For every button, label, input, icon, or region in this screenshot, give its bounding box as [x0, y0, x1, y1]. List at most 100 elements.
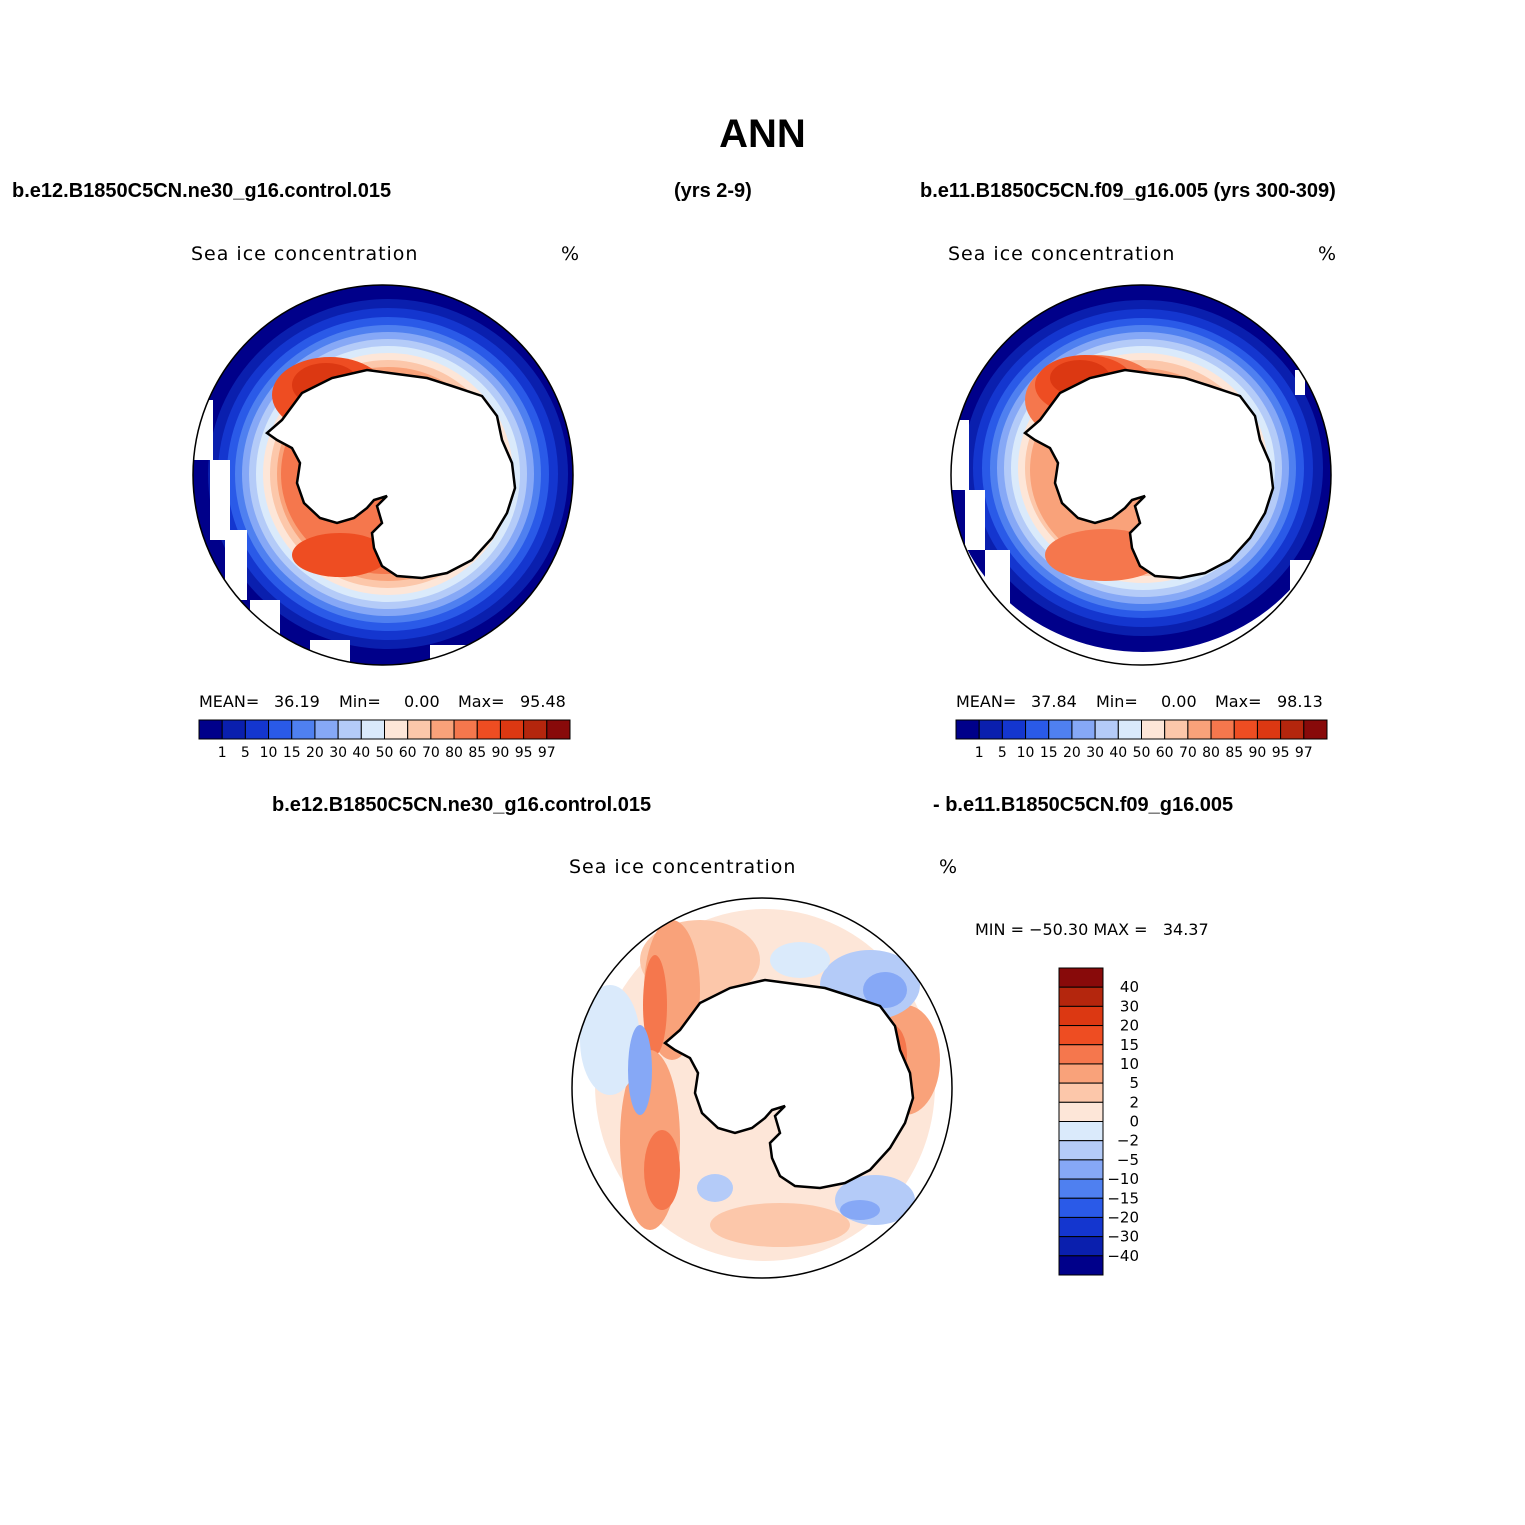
panel1-colorbar-tick-label: 60: [399, 745, 417, 761]
panel2-colorbar-tick-label: 20: [1063, 745, 1081, 761]
panel3-colorbar-tick-label: −15: [1107, 1189, 1139, 1207]
panel1-colorbar-swatch: [314, 719, 339, 740]
panel2-colorbar-swatch: [1001, 719, 1027, 740]
panel1-colorbar-tick-label: 40: [352, 745, 370, 761]
panel1-colorbar-swatch: [430, 719, 455, 740]
panel1-colorbar-tick-label: 90: [492, 745, 510, 761]
panel2-colorbar-swatch: [1164, 719, 1189, 740]
panel3-colorbar-swatch: [1058, 1044, 1104, 1065]
panel2-colorbar-tick-label: 80: [1202, 745, 1220, 761]
panel1-colorbar-swatch: [384, 719, 409, 740]
panel2-colorbar-swatch: [1187, 719, 1212, 740]
panel2-colorbar-tick-label: 5: [998, 745, 1007, 761]
panel1-colorbar-swatch: [221, 719, 246, 740]
panel1-colorbar-tick-label: 50: [376, 745, 394, 761]
panel2-colorbar-swatch: [978, 719, 1003, 740]
panel1-colorbar-swatch: [407, 719, 432, 740]
panel1-colorbar-tick-label: 5: [241, 745, 250, 761]
panel1-mean-label: MEAN=: [199, 692, 260, 711]
panel3-colorbar-swatch: [1058, 986, 1104, 1007]
panel2-colorbar-swatch: [1025, 719, 1050, 740]
panel3-colorbar-tick-label: 5: [1129, 1074, 1139, 1092]
panel2-colorbar-tick-label: 85: [1225, 745, 1243, 761]
panel2-colorbar-tick-label: 90: [1249, 745, 1267, 761]
panel1-map: [192, 284, 574, 666]
panel3-minmax: MIN = −50.30 MAX = 34.37: [975, 920, 1209, 939]
panel2-colorbar-swatch: [1141, 719, 1166, 740]
panel1-colorbar-swatch: [291, 719, 316, 740]
panel3-colorbar-swatch: [1058, 1140, 1104, 1161]
panel3-colorbar-swatch: [1058, 1178, 1104, 1199]
panel1-colorbar-tick-label: 20: [306, 745, 324, 761]
figure-title: ANN: [719, 112, 806, 156]
panel2-mean: 37.84: [1031, 692, 1077, 711]
panel3-colorbar-swatch: [1058, 1063, 1104, 1084]
panel1-colorbar-tick-label: 80: [445, 745, 463, 761]
panel1-colorbar-tick-label: 70: [422, 745, 440, 761]
panel3-colorbar-tick-label: −20: [1107, 1208, 1139, 1226]
case2-label: b.e11.B1850C5CN.f09_g16.005 (yrs 300-309…: [920, 180, 1336, 202]
panel2-colorbar-tick-label: 30: [1086, 745, 1104, 761]
panel2-colorbar-tick-label: 1: [975, 745, 984, 761]
panel2-colorbar-swatch: [1280, 719, 1305, 740]
panel2-colorbar-swatch: [955, 719, 980, 740]
panel3-colorbar-tick-label: 15: [1120, 1036, 1139, 1054]
panel2-colorbar: 1 5 10 15 20 30 40 50 60 70 80 85 90 95 97: [955, 719, 1328, 761]
panel3-map: [571, 897, 953, 1279]
panel1-max-label: Max=: [458, 692, 505, 711]
panel3-colorbar-tick-label: −40: [1107, 1247, 1139, 1265]
panel3-colorbar-tick-label: −30: [1107, 1228, 1139, 1246]
panel1-title: Sea ice concentration: [191, 243, 419, 265]
panel2-colorbar-swatch: [1094, 719, 1119, 740]
panel1-colorbar-swatch: [198, 719, 223, 740]
panel2-mean-label: MEAN=: [956, 692, 1017, 711]
panel3-colorbar-tick-label: 30: [1120, 997, 1139, 1015]
panel3-colorbar-swatch: [1058, 1216, 1104, 1238]
panel2-colorbar-swatch: [1071, 719, 1096, 740]
panel2-colorbar-tick-label: 50: [1133, 745, 1151, 761]
panel3-colorbar-tick-label: −2: [1117, 1132, 1139, 1150]
panel2-colorbar-tick-label: 97: [1295, 745, 1313, 761]
panel3-colorbar-tick-label: 10: [1120, 1055, 1139, 1073]
panel2-max: 98.13: [1277, 692, 1323, 711]
panel3-colorbar-swatch: [1058, 1159, 1104, 1180]
panel3-units: %: [939, 856, 959, 878]
panel2-units: %: [1318, 243, 1338, 265]
panel2-colorbar-swatch: [1256, 719, 1282, 740]
panel3-colorbar-swatch: [1058, 1005, 1104, 1027]
panel2-colorbar-tick-label: 10: [1017, 745, 1035, 761]
panel2-colorbar-swatch: [1233, 719, 1258, 740]
panel1-colorbar-swatch: [546, 719, 571, 740]
panel3-colorbar-swatch: [1058, 1121, 1104, 1142]
panel3-boundary: [571, 897, 953, 1279]
panel1-colorbar: 1 5 10 15 20 30 40 50 60 70 80 85 90 95 97: [198, 719, 571, 761]
panel1-colorbar-tick-label: 95: [515, 745, 533, 761]
panel1-colorbar-swatch: [476, 719, 501, 740]
panel2-colorbar-tick-label: 70: [1179, 745, 1197, 761]
panel3-colorbar-swatch: [1058, 1236, 1104, 1257]
panel1-colorbar-tick-label: 10: [260, 745, 278, 761]
panel2-colorbar-swatch: [1210, 719, 1235, 740]
panel3-colorbar-swatch: [1058, 1197, 1104, 1218]
panel3-colorbar-swatch: [1058, 1255, 1104, 1276]
panel2-colorbar-tick-label: 40: [1109, 745, 1127, 761]
panel1-colorbar-tick-label: 85: [468, 745, 486, 761]
panel2-title: Sea ice concentration: [948, 243, 1176, 265]
panel1-min: 0.00: [404, 692, 440, 711]
diff-label-left: b.e12.B1850C5CN.ne30_g16.control.015: [272, 794, 652, 816]
panel3-colorbar-tick-label: 20: [1120, 1017, 1139, 1035]
panel1-max: 95.48: [520, 692, 566, 711]
panel3-colorbar-tick-label: −5: [1117, 1151, 1139, 1169]
panel3-colorbar-tick-label: 0: [1129, 1113, 1139, 1131]
panel1-colorbar-swatch: [523, 719, 548, 740]
case1-label: b.e12.B1850C5CN.ne30_g16.control.015: [12, 180, 392, 202]
panel1-mean: 36.19: [274, 692, 320, 711]
panel2-colorbar-tick-label: 60: [1156, 745, 1174, 761]
panel2-colorbar-swatch: [1303, 719, 1328, 740]
panel3-colorbar-swatch: [1058, 967, 1104, 988]
panel2-boundary: [950, 284, 1332, 666]
panel2-colorbar-swatch: [1048, 719, 1073, 740]
case1-years: (yrs 2-9): [674, 180, 752, 202]
